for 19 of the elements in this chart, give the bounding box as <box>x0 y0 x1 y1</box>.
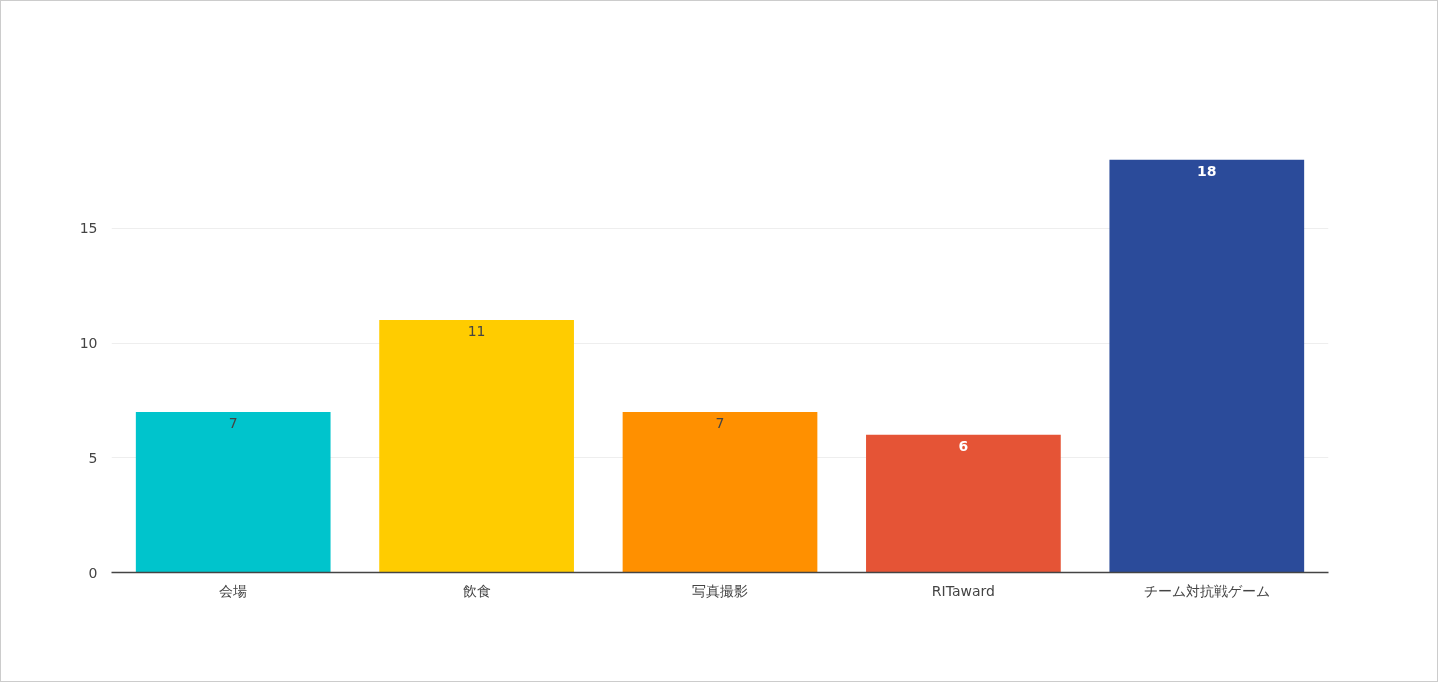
bar <box>1109 159 1305 573</box>
x-tick-label: 写真撮影 <box>692 582 748 599</box>
data-label: 7 <box>715 414 725 431</box>
bar <box>379 320 574 573</box>
bar <box>622 411 818 573</box>
bar <box>866 434 1061 573</box>
bar <box>135 411 331 573</box>
x-tick-label: RITaward <box>931 582 995 599</box>
data-label: 7 <box>228 414 238 431</box>
data-label: 11 <box>467 323 486 340</box>
data-label: 6 <box>958 437 969 454</box>
x-tick-label: 飲食 <box>462 582 491 599</box>
data-label: 18 <box>1197 162 1217 179</box>
x-tick-label: チーム対抗戦ゲーム <box>1143 582 1270 599</box>
y-tick-label: 5 <box>88 449 98 466</box>
y-tick-label: 15 <box>79 220 98 237</box>
x-tick-label: 会場 <box>219 582 248 599</box>
y-tick-label: 0 <box>88 564 98 581</box>
y-tick-label: 10 <box>79 335 98 352</box>
